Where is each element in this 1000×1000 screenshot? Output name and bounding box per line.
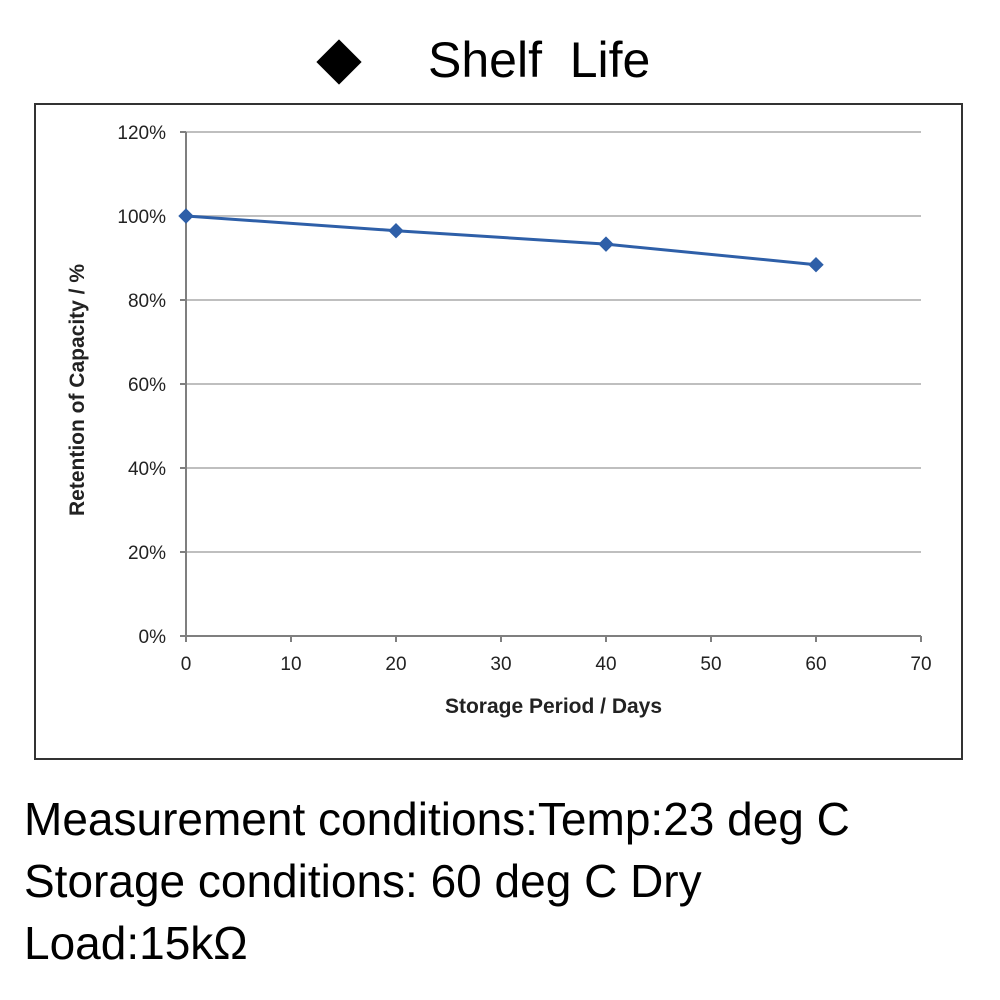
measurement-notes: Measurement conditions:Temp:23 deg C Sto… <box>24 788 994 974</box>
x-tick-label: 20 <box>385 654 406 675</box>
x-tick-label: 70 <box>910 654 931 675</box>
chart-frame: 0% 20% 40% 60% 80% 100% 120% 0 10 20 30 40 50 60 70 S… <box>34 103 963 760</box>
x-tick-label: 0 <box>181 654 192 675</box>
page-title: Shelf Life <box>428 32 651 88</box>
series-group <box>178 208 824 273</box>
y-tick-label: 100% <box>117 207 166 228</box>
y-axis-label: Retention of Capacity / % <box>66 264 89 516</box>
x-tick-label: 60 <box>805 654 826 675</box>
y-tick-label: 20% <box>128 543 166 564</box>
y-tick-label: 0% <box>139 627 167 648</box>
diamond-bullet-icon <box>316 39 362 85</box>
title-row: Shelf Life <box>0 22 1000 97</box>
note-load: Load:15kΩ <box>24 917 248 969</box>
data-point-marker <box>808 257 824 273</box>
x-tick-label: 50 <box>700 654 721 675</box>
y-tick-labels: 0% 20% 40% 60% 80% 100% 120% <box>117 123 166 648</box>
grid-lines <box>186 131 921 553</box>
x-axis-label: Storage Period / Days <box>445 695 662 718</box>
y-tick-label: 120% <box>117 123 166 144</box>
y-tick-label: 60% <box>128 375 166 396</box>
data-point-marker <box>598 236 614 252</box>
x-tick-label: 40 <box>595 654 616 675</box>
data-point-marker <box>178 208 194 224</box>
data-point-marker <box>388 222 404 239</box>
x-tick-label: 10 <box>280 654 301 675</box>
axes <box>180 131 922 642</box>
series-line <box>185 214 817 267</box>
note-measurement-conditions: Measurement conditions:Temp:23 deg C <box>24 793 850 845</box>
y-tick-label: 40% <box>128 459 166 480</box>
y-tick-label: 80% <box>128 291 166 312</box>
x-tick-label: 30 <box>490 654 511 675</box>
line-chart: 0% 20% 40% 60% 80% 100% 120% 0 10 20 30 40 50 60 70 S… <box>66 123 932 718</box>
x-tick-labels: 0 10 20 30 40 50 60 70 <box>181 654 932 675</box>
note-storage-conditions: Storage conditions: 60 deg C Dry <box>24 855 702 907</box>
